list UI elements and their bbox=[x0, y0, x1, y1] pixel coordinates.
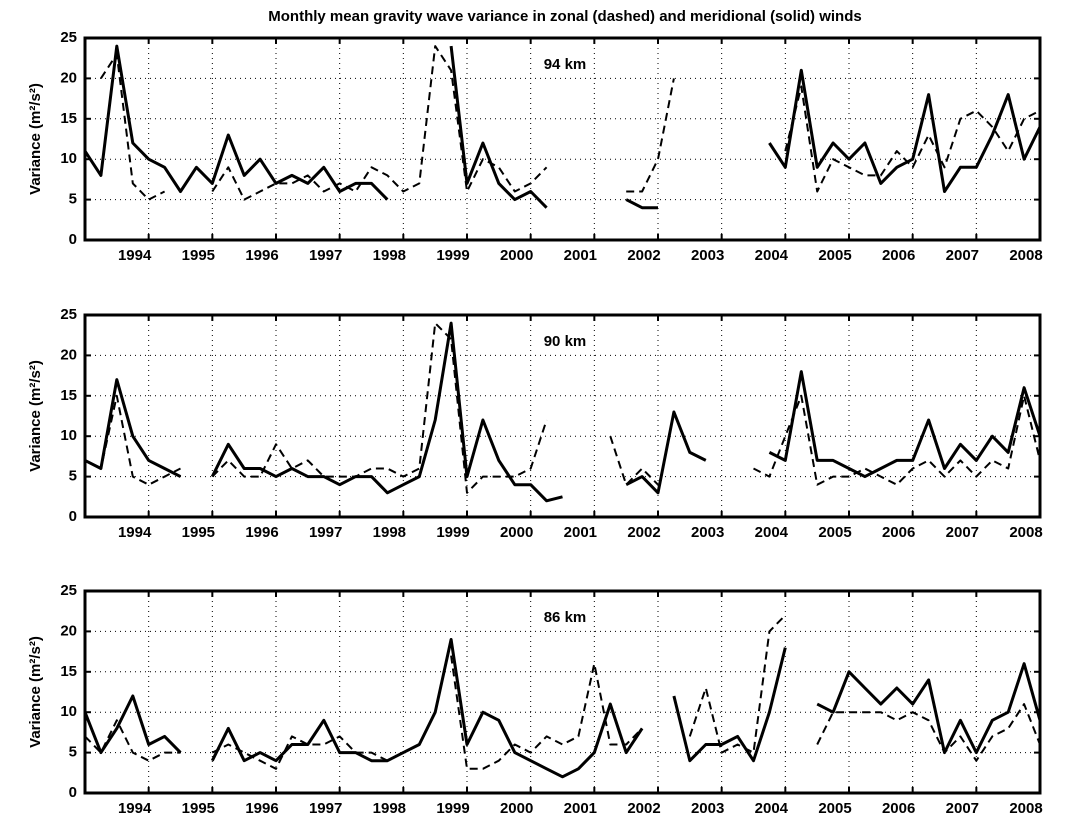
x-tick-label: 2008 bbox=[1009, 247, 1042, 264]
x-tick-label: 2007 bbox=[946, 247, 979, 264]
x-tick-label: 2000 bbox=[500, 247, 533, 264]
x-tick-label: 1995 bbox=[182, 800, 215, 817]
panel-label: 94 km bbox=[544, 56, 587, 73]
x-tick-label: 1999 bbox=[436, 247, 469, 264]
y-tick-label: 25 bbox=[60, 29, 77, 46]
x-tick-label: 2000 bbox=[500, 524, 533, 541]
x-tick-label: 2006 bbox=[882, 247, 915, 264]
y-axis-label: Variance (m²/s²) bbox=[27, 636, 44, 748]
y-tick-label: 5 bbox=[69, 744, 77, 761]
y-tick-label: 20 bbox=[60, 346, 77, 363]
x-tick-label: 1995 bbox=[182, 247, 215, 264]
panel-label: 90 km bbox=[544, 333, 587, 350]
x-tick-label: 2002 bbox=[627, 524, 660, 541]
x-tick-label: 1999 bbox=[436, 800, 469, 817]
x-tick-label: 2008 bbox=[1009, 524, 1042, 541]
series-line bbox=[83, 44, 1042, 210]
x-tick-label: 1996 bbox=[245, 524, 278, 541]
y-tick-label: 0 bbox=[69, 784, 77, 801]
x-tick-label: 1994 bbox=[118, 524, 152, 541]
x-tick-label: 2005 bbox=[818, 800, 851, 817]
x-tick-label: 2003 bbox=[691, 524, 724, 541]
x-tick-label: 1997 bbox=[309, 800, 342, 817]
panel-label: 86 km bbox=[544, 609, 587, 626]
x-tick-label: 2001 bbox=[564, 800, 597, 817]
x-tick-label: 2001 bbox=[564, 524, 597, 541]
x-tick-label: 1998 bbox=[373, 524, 406, 541]
plot-frame bbox=[83, 313, 1042, 519]
y-axis-label: Variance (m²/s²) bbox=[27, 83, 44, 195]
plot-frame bbox=[83, 589, 1042, 795]
y-tick-label: 0 bbox=[69, 231, 77, 248]
y-tick-label: 25 bbox=[60, 582, 77, 599]
x-tick-label: 1994 bbox=[118, 247, 152, 264]
x-tick-label: 2007 bbox=[946, 800, 979, 817]
y-tick-label: 15 bbox=[60, 663, 77, 680]
y-tick-label: 10 bbox=[60, 703, 77, 720]
x-tick-label: 1995 bbox=[182, 524, 215, 541]
x-tick-label: 2005 bbox=[818, 247, 851, 264]
series-line bbox=[84, 614, 1041, 770]
x-tick-label: 1997 bbox=[309, 247, 342, 264]
x-tick-label: 2004 bbox=[755, 800, 789, 817]
x-tick-label: 2003 bbox=[691, 247, 724, 264]
x-tick-label: 2006 bbox=[882, 524, 915, 541]
chart-title: Monthly mean gravity wave variance in zo… bbox=[268, 8, 861, 25]
x-tick-label: 2002 bbox=[627, 800, 660, 817]
x-tick-label: 2005 bbox=[818, 524, 851, 541]
x-tick-label: 1996 bbox=[245, 800, 278, 817]
y-axis-label: Variance (m²/s²) bbox=[27, 360, 44, 472]
series-line bbox=[100, 45, 1041, 201]
x-tick-label: 2001 bbox=[564, 247, 597, 264]
y-tick-label: 5 bbox=[69, 191, 77, 208]
x-tick-label: 1994 bbox=[118, 800, 152, 817]
y-tick-label: 10 bbox=[60, 427, 77, 444]
y-tick-label: 15 bbox=[60, 110, 77, 127]
x-tick-label: 2006 bbox=[882, 800, 915, 817]
x-tick-label: 1996 bbox=[245, 247, 278, 264]
plot-frame bbox=[83, 36, 1042, 242]
y-tick-label: 0 bbox=[69, 508, 77, 525]
x-tick-label: 2004 bbox=[755, 247, 789, 264]
y-tick-label: 20 bbox=[60, 69, 77, 86]
y-tick-label: 15 bbox=[60, 387, 77, 404]
y-tick-label: 5 bbox=[69, 468, 77, 485]
x-tick-label: 2003 bbox=[691, 800, 724, 817]
series-line bbox=[84, 322, 1041, 494]
x-tick-label: 2004 bbox=[755, 524, 789, 541]
series-line bbox=[84, 321, 1042, 503]
y-tick-label: 25 bbox=[60, 306, 77, 323]
y-tick-label: 10 bbox=[60, 150, 77, 167]
x-tick-label: 2008 bbox=[1009, 800, 1042, 817]
x-tick-label: 2007 bbox=[946, 524, 979, 541]
x-tick-label: 1998 bbox=[373, 800, 406, 817]
series-line bbox=[83, 638, 1042, 779]
x-tick-label: 1998 bbox=[373, 247, 406, 264]
x-tick-label: 2002 bbox=[627, 247, 660, 264]
x-tick-label: 2000 bbox=[500, 800, 533, 817]
y-tick-label: 20 bbox=[60, 622, 77, 639]
x-tick-label: 1997 bbox=[309, 524, 342, 541]
x-tick-label: 1999 bbox=[436, 524, 469, 541]
